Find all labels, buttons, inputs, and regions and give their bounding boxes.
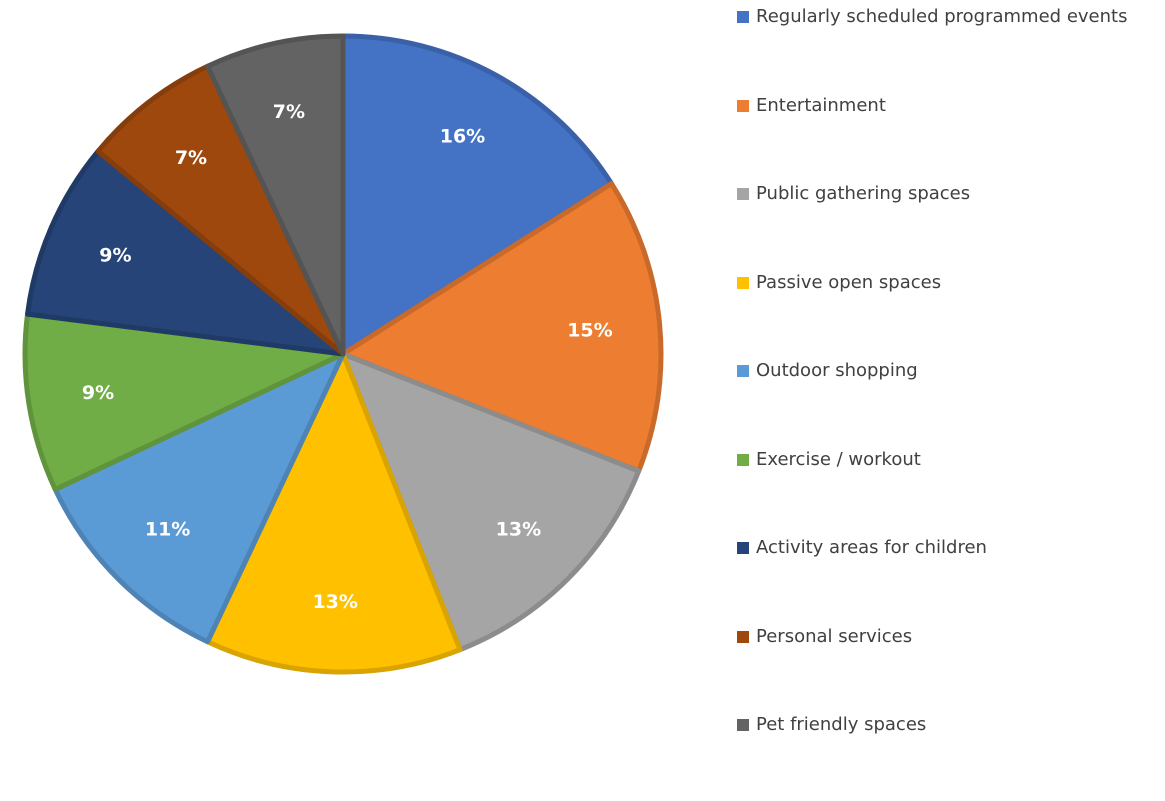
pie-chart: 16% 15% 13% 13% 11% 9% 9% 7% 7% Regularly schedu… — [0, 0, 1165, 738]
legend-swatch — [737, 719, 749, 731]
slice-data-label: 11% — [145, 518, 190, 540]
legend-swatch — [737, 11, 749, 23]
legend-item: Public gathering spaces — [737, 181, 1162, 270]
legend-label: Outdoor shopping — [756, 358, 918, 384]
slice-data-label: 16% — [440, 126, 485, 148]
pie-slices — [25, 36, 661, 672]
legend-label: Exercise / workout — [756, 447, 921, 473]
slice-data-label: 13% — [312, 591, 357, 613]
legend-item: Regularly scheduled programmed events — [737, 4, 1162, 93]
chart-legend: Regularly scheduled programmed events En… — [737, 4, 1162, 801]
legend-swatch — [737, 277, 749, 289]
slice-data-label: 9% — [99, 244, 131, 266]
legend-label: Regularly scheduled programmed events — [756, 4, 1127, 30]
legend-label: Entertainment — [756, 93, 886, 119]
legend-swatch — [737, 631, 749, 643]
legend-item: Passive open spaces — [737, 270, 1162, 359]
slice-data-label: 7% — [175, 147, 207, 169]
legend-swatch — [737, 365, 749, 377]
pie-chart-plot: 16% 15% 13% 13% 11% 9% 9% 7% 7% — [0, 0, 700, 738]
legend-item: Activity areas for children — [737, 535, 1162, 624]
slice-data-label: 9% — [82, 382, 114, 404]
legend-swatch — [737, 542, 749, 554]
legend-label: Pet friendly spaces — [756, 712, 926, 738]
legend-label: Passive open spaces — [756, 270, 941, 296]
legend-item: Entertainment — [737, 93, 1162, 182]
legend-item: Exercise / workout — [737, 447, 1162, 536]
legend-label: Activity areas for children — [756, 535, 987, 561]
legend-label: Public gathering spaces — [756, 181, 970, 207]
legend-item: Outdoor shopping — [737, 358, 1162, 447]
slice-data-label: 7% — [273, 101, 305, 123]
legend-swatch — [737, 188, 749, 200]
slice-data-label: 15% — [567, 320, 612, 342]
legend-swatch — [737, 454, 749, 466]
legend-item: Pet friendly spaces — [737, 712, 1162, 801]
legend-item: Personal services — [737, 624, 1162, 713]
legend-label: Personal services — [756, 624, 912, 650]
slice-data-label: 13% — [496, 518, 541, 540]
legend-swatch — [737, 100, 749, 112]
